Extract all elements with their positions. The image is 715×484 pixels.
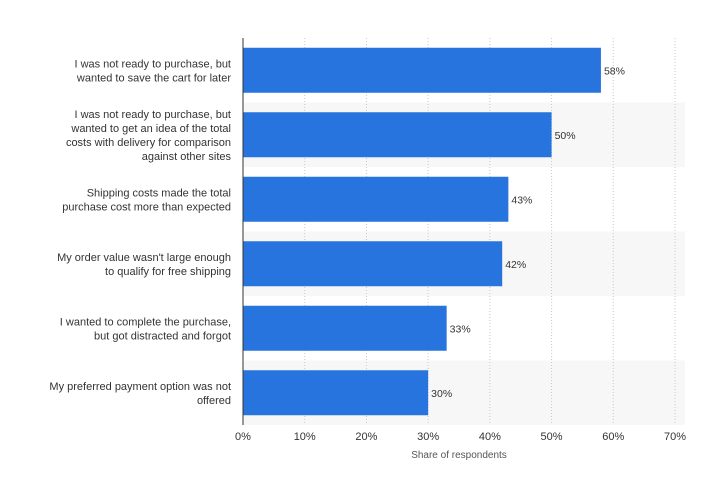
bar	[243, 370, 429, 416]
data-label: 42%	[505, 259, 526, 271]
data-label: 33%	[450, 323, 471, 335]
x-tick-label: 60%	[602, 431, 624, 443]
x-tick-label: 20%	[355, 431, 377, 443]
x-tick-label: 10%	[294, 431, 316, 443]
x-tick-label: 40%	[479, 431, 501, 443]
bar	[243, 176, 509, 222]
x-tick-label: 70%	[664, 431, 686, 443]
x-tick-label: 50%	[541, 431, 563, 443]
category-label: I was not ready to purchase, but wanted t…	[66, 109, 232, 163]
bar	[243, 241, 503, 287]
data-label: 43%	[511, 194, 532, 206]
bar	[243, 47, 601, 93]
category-label: My preferred payment option was not offer…	[49, 381, 231, 407]
data-label: 30%	[431, 388, 452, 400]
data-labels: 58% 50% 43% 42% 33% 30%	[431, 65, 625, 400]
x-axis-title: Share of respondents	[411, 450, 507, 461]
category-label: My order value wasn't large enough to qua…	[57, 252, 231, 278]
bars	[243, 47, 601, 416]
category-label: Shipping costs made the total purchase co…	[62, 187, 231, 213]
x-tick-labels: 0% 10% 20% 30% 40% 50% 60% 70%	[235, 431, 686, 443]
category-labels: I was not ready to purchase, but wanted t…	[49, 58, 231, 407]
category-label: I was not ready to purchase, but wanted t…	[74, 58, 231, 84]
category-label: I wanted to complete the purchase, but go…	[60, 316, 231, 342]
x-tick-label: 0%	[235, 431, 251, 443]
x-tick-label: 30%	[417, 431, 439, 443]
data-label: 58%	[604, 65, 625, 77]
data-label: 50%	[555, 130, 576, 142]
bar	[243, 112, 552, 158]
bar	[243, 305, 447, 351]
